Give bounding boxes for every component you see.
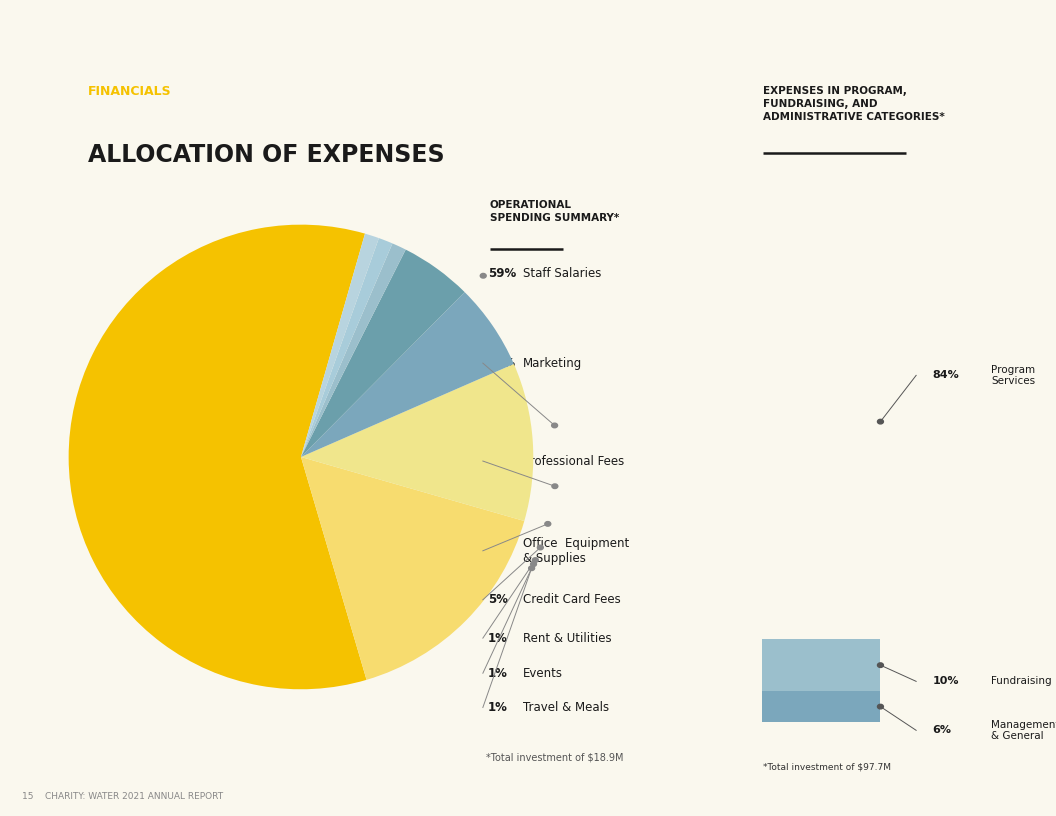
Wedge shape [69,224,366,690]
Text: 1%: 1% [488,701,508,714]
Text: 1%: 1% [488,667,508,680]
Text: Fundraising: Fundraising [991,676,1052,686]
Text: Office  Equipment
& Supplies: Office Equipment & Supplies [523,537,629,565]
Bar [761,639,881,691]
Text: 11%: 11% [488,455,516,468]
Text: *Total investment of $18.9M: *Total investment of $18.9M [486,753,623,763]
Wedge shape [301,250,465,457]
Wedge shape [301,292,514,457]
Text: 10%: 10% [932,676,959,686]
Wedge shape [301,233,379,457]
Text: Program
Services: Program Services [991,365,1035,386]
Text: *Total investment of $97.7M: *Total investment of $97.7M [763,762,891,771]
Text: 16%: 16% [488,357,516,370]
Text: 1%: 1% [488,632,508,645]
Text: Management
& General: Management & General [991,720,1056,741]
Wedge shape [301,364,533,521]
Text: 59%: 59% [488,267,516,280]
Text: ALLOCATION OF EXPENSES: ALLOCATION OF EXPENSES [88,144,445,167]
Text: Events: Events [523,667,563,680]
Text: Travel & Meals: Travel & Meals [523,701,609,714]
Text: 5%: 5% [488,593,508,606]
Bar [761,204,881,639]
Text: OPERATIONAL
SPENDING SUMMARY*: OPERATIONAL SPENDING SUMMARY* [490,200,619,223]
Wedge shape [301,243,406,457]
Text: 84%: 84% [932,370,959,380]
Wedge shape [301,457,524,680]
Text: Rent & Utilities: Rent & Utilities [523,632,611,645]
Text: FINANCIALS: FINANCIALS [88,85,171,98]
Wedge shape [301,238,393,457]
Text: Marketing: Marketing [523,357,583,370]
Bar [761,691,881,722]
Text: Professional Fees: Professional Fees [523,455,624,468]
Text: 15    CHARITY: WATER 2021 ANNUAL REPORT: 15 CHARITY: WATER 2021 ANNUAL REPORT [22,792,223,801]
Text: Staff Salaries: Staff Salaries [523,267,602,280]
Text: EXPENSES IN PROGRAM,
FUNDRAISING, AND
ADMINISTRATIVE CATEGORIES*: EXPENSES IN PROGRAM, FUNDRAISING, AND AD… [763,86,945,122]
Text: 6%: 6% [932,725,951,735]
Text: Credit Card Fees: Credit Card Fees [523,593,621,606]
Text: 6%: 6% [488,544,508,557]
